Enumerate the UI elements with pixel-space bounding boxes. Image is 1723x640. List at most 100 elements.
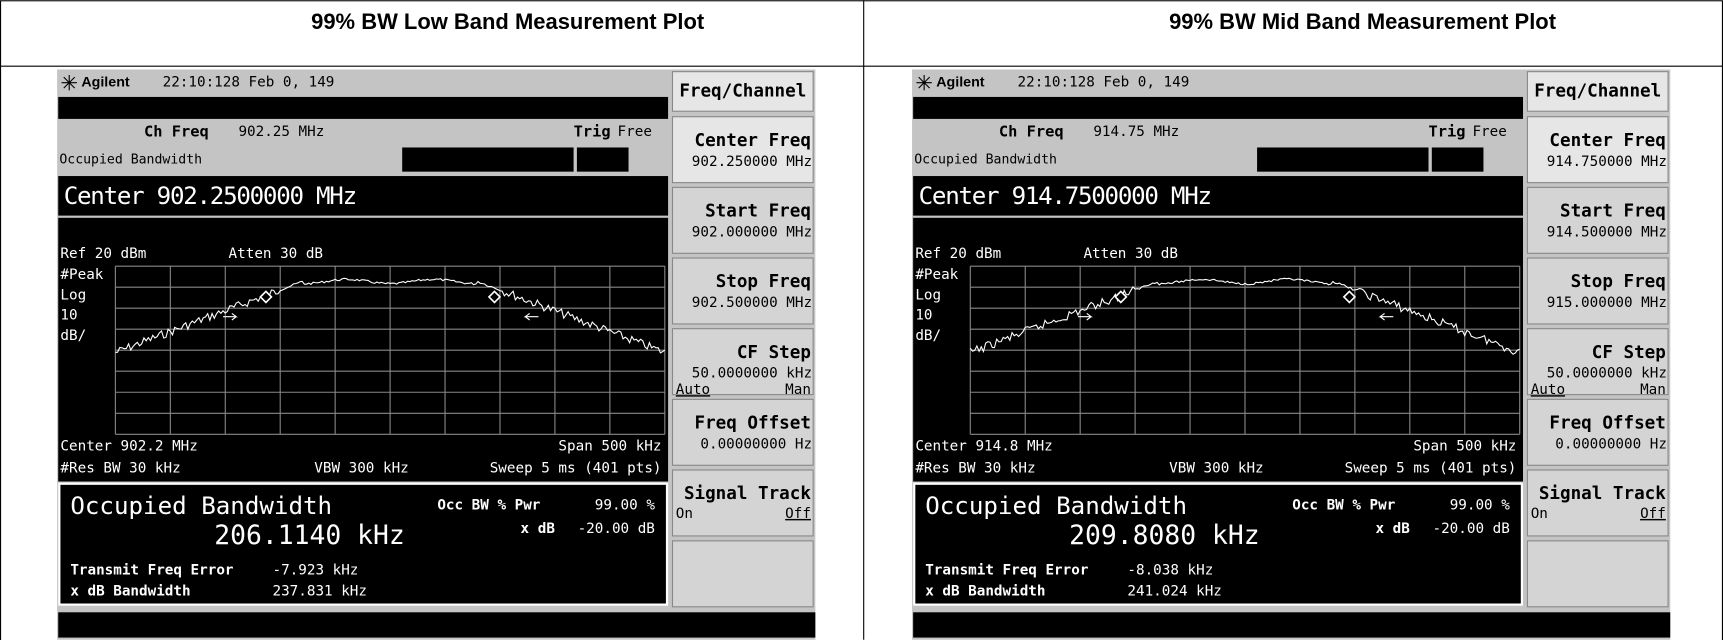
center-banner — [913, 176, 1524, 216]
softkey-label: CF Step — [737, 343, 811, 363]
column-header: 99% BW Mid Band Measurement Plot — [1169, 9, 1557, 34]
softkey-label: Start Freq — [705, 202, 811, 222]
scale-label: #Peak — [915, 267, 958, 283]
softkey-option: Off — [1640, 506, 1666, 522]
softkey-option: Man — [785, 382, 811, 398]
softkey-label: Center Freq — [1549, 131, 1665, 151]
menu-title-box — [671, 71, 814, 112]
softkey-label: CF Step — [1592, 343, 1666, 363]
softkey-option: Man — [1640, 382, 1666, 398]
softkey[interactable] — [1526, 257, 1669, 325]
span: Span 500 kHz — [558, 438, 661, 454]
softkey[interactable] — [1526, 186, 1669, 254]
indicator-box — [576, 147, 629, 172]
scale-label: dB/ — [915, 328, 941, 344]
softkey-label: Freq Offset — [695, 414, 811, 434]
results-box — [913, 482, 1524, 606]
softkey-value: 50.0000000 kHz — [1547, 366, 1667, 382]
analyzer-screen: Agilent 22:10:128 Feb 0, 149 Ch Freq 902.25… — [57, 69, 816, 640]
occupied-bandwidth: 206.1140 kHz — [214, 521, 404, 551]
mode: Occupied Bandwidth — [59, 153, 202, 168]
center-banner-text: Center 902.2500000 MHz — [64, 182, 357, 210]
occ-pwr: 99.00 % — [1450, 498, 1511, 514]
softkey-option: On — [676, 506, 693, 522]
result-title: Occupied Bandwidth — [70, 492, 332, 520]
softkey-option: Off — [785, 506, 811, 522]
scale-label: 10 — [60, 308, 77, 324]
brand: Agilent — [81, 74, 130, 90]
softkey[interactable] — [1526, 116, 1669, 184]
occupied-bandwidth: 209.8080 kHz — [1069, 521, 1259, 551]
mode: Occupied Bandwidth — [914, 153, 1057, 168]
softkey[interactable] — [1526, 469, 1669, 537]
bandwidth-arrow — [1077, 312, 1093, 321]
timestamp: 22:10:128 Feb 0, 149 — [1018, 75, 1190, 91]
softkey-option: Auto — [676, 382, 710, 398]
softkey-value: 50.0000000 kHz — [692, 366, 812, 382]
softkey[interactable] — [671, 469, 814, 537]
bandwidth-arrow — [223, 312, 238, 321]
indicator-box — [1257, 147, 1429, 172]
message-bar — [913, 612, 1671, 638]
softkey-label: Freq Offset — [1549, 414, 1665, 434]
softkey-value: 902.000000 MHz — [692, 224, 812, 240]
tfe-label: Transmit Freq Error — [70, 563, 234, 579]
brand: Agilent — [936, 74, 985, 90]
center-freq: Center 914.8 MHz — [915, 438, 1052, 454]
softkey-value: 915.000000 MHz — [1547, 295, 1667, 311]
xdb-label: x dB — [1375, 521, 1410, 537]
trig: Free — [1472, 124, 1506, 140]
status-bar — [58, 96, 669, 119]
softkey-label: Signal Track — [1539, 484, 1666, 504]
softkey[interactable] — [671, 257, 814, 325]
marker — [1114, 290, 1128, 304]
softkey[interactable] — [671, 328, 814, 396]
attenuation: Atten 30 dB — [229, 246, 323, 262]
column-header: 99% BW Low Band Measurement Plot — [311, 9, 705, 34]
logo-icon — [61, 74, 77, 91]
center-banner — [58, 176, 669, 216]
ch-freq-label: Ch Freq — [999, 123, 1064, 141]
softkey[interactable] — [671, 540, 814, 608]
occ-pwr-label: Occ BW % Pwr — [437, 498, 540, 514]
trace — [115, 277, 666, 354]
ch-freq: 914.75 MHz — [1093, 124, 1179, 140]
softkey-label: Center Freq — [695, 131, 811, 151]
status-bar — [913, 96, 1524, 119]
analyzer-screen: Agilent 22:10:128 Feb 0, 149 Ch Freq 914.75… — [912, 69, 1671, 640]
ch-freq: 902.25 MHz — [238, 124, 324, 140]
message-bar — [58, 612, 816, 638]
span: Span 500 kHz — [1413, 438, 1516, 454]
menu-title: Freq/Channel — [1534, 81, 1661, 101]
trig-label: Trig — [574, 123, 611, 141]
xdb-bw-label: x dB Bandwidth — [70, 583, 190, 599]
softkey[interactable] — [1526, 398, 1669, 466]
softkey-label: Stop Freq — [1571, 272, 1666, 292]
ref-level: Ref 20 dBm — [60, 246, 146, 262]
softkey-label: Stop Freq — [716, 272, 811, 292]
sweep: Sweep 5 ms (401 pts) — [490, 460, 662, 476]
softkey-value: 0.00000000 Hz — [700, 436, 812, 452]
softkey[interactable] — [671, 398, 814, 466]
trig: Free — [618, 124, 652, 140]
vbw: VBW 300 kHz — [314, 460, 408, 476]
tfe: -7.923 kHz — [273, 563, 359, 579]
trig-label: Trig — [1429, 123, 1466, 141]
softkey-value: 0.00000000 Hz — [1555, 436, 1667, 452]
center-freq: Center 902.2 MHz — [60, 438, 197, 454]
softkey[interactable] — [1526, 540, 1669, 608]
scale-label: Log — [915, 287, 941, 303]
softkey-option: Auto — [1531, 382, 1565, 398]
xdb: -20.00 dB — [1433, 521, 1510, 537]
tfe: -8.038 kHz — [1127, 563, 1213, 579]
scale-label: #Peak — [60, 267, 103, 283]
res-bw: #Res BW 30 kHz — [60, 460, 180, 476]
softkey[interactable] — [671, 116, 814, 184]
tfe-label: Transmit Freq Error — [925, 563, 1089, 579]
softkey[interactable] — [671, 186, 814, 254]
occ-pwr-label: Occ BW % Pwr — [1292, 498, 1395, 514]
marker — [259, 290, 273, 304]
softkey-value: 914.750000 MHz — [1547, 154, 1667, 170]
softkey[interactable] — [1526, 328, 1669, 396]
scale-label: dB/ — [60, 328, 86, 344]
